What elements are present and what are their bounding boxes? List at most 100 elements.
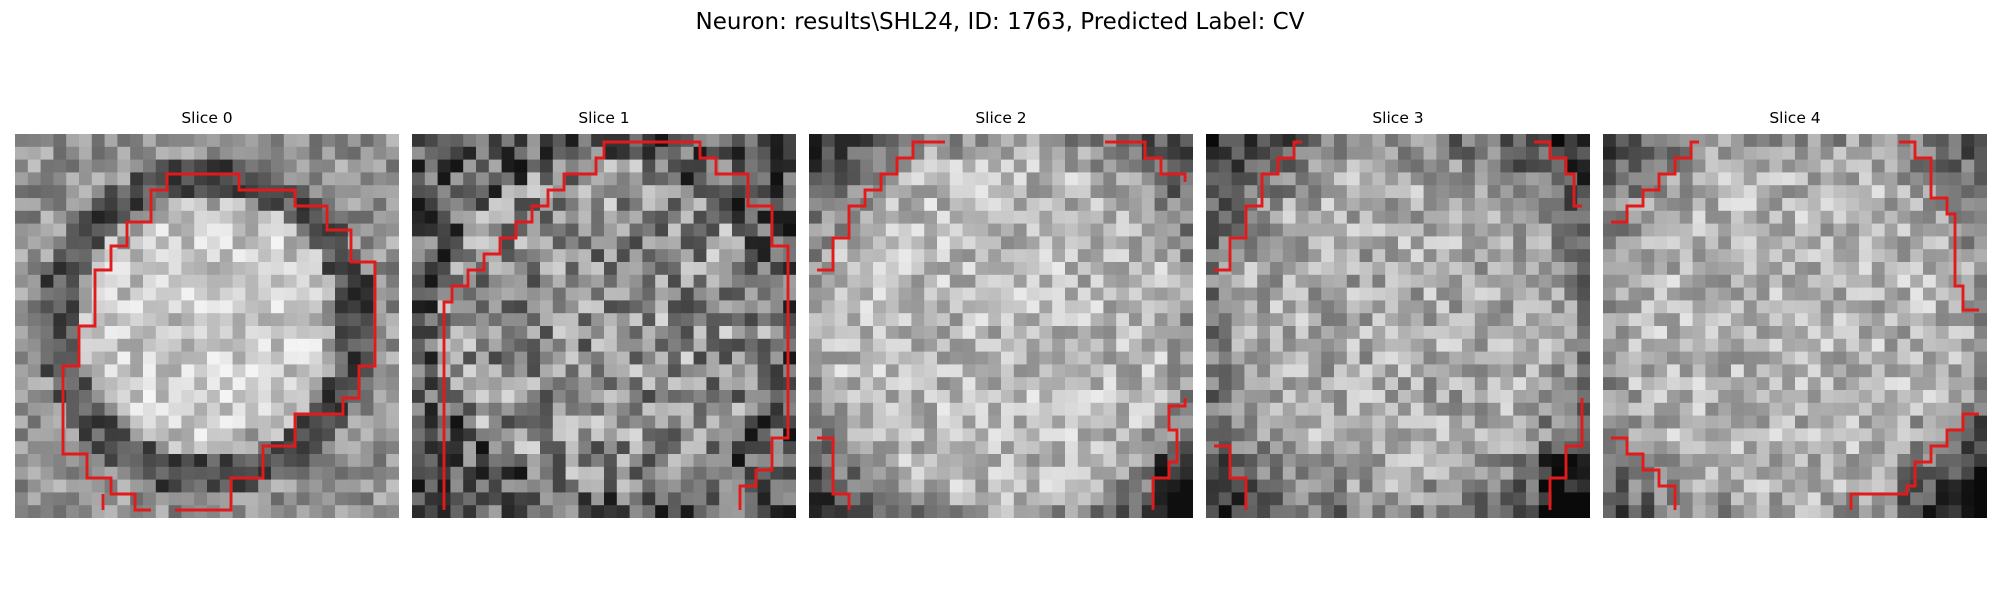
- pixel-cell: [1538, 223, 1552, 237]
- pixel-cell: [1321, 236, 1335, 250]
- pixel-cell: [540, 479, 554, 493]
- pixel-cell: [104, 326, 118, 340]
- pixel-cell: [1654, 402, 1668, 416]
- pixel-cell: [373, 428, 387, 442]
- pixel-cell: [1244, 300, 1258, 314]
- pixel-cell: [1257, 210, 1271, 224]
- pixel-cell: [1513, 441, 1527, 455]
- pixel-cell: [181, 402, 195, 416]
- pixel-cell: [1718, 274, 1732, 288]
- pixel-cell: [463, 428, 477, 442]
- pixel-cell: [1308, 313, 1322, 327]
- pixel-cell: [1052, 198, 1066, 212]
- pixel-cell: [194, 223, 208, 237]
- pixel-cell: [578, 274, 592, 288]
- pixel-cell: [1833, 223, 1847, 237]
- pixel-cell: [412, 236, 426, 250]
- pixel-cell: [1308, 146, 1322, 160]
- pixel-cell: [1551, 377, 1565, 391]
- pixel-cell: [937, 402, 951, 416]
- pixel-cell: [283, 479, 297, 493]
- pixel-cell: [642, 287, 656, 301]
- pixel-cell: [194, 338, 208, 352]
- pixel-cell: [668, 351, 682, 365]
- pixel-cell: [949, 390, 963, 404]
- pixel-cell: [1065, 364, 1079, 378]
- pixel-cell: [1897, 351, 1911, 365]
- pixel-cell: [219, 249, 233, 263]
- pixel-cell: [578, 364, 592, 378]
- pixel-cell: [1052, 326, 1066, 340]
- pixel-cell: [476, 377, 490, 391]
- pixel-cell: [1577, 300, 1590, 314]
- pixel-cell: [693, 441, 707, 455]
- pixel-cell: [1180, 223, 1193, 237]
- pixel-cell: [1077, 390, 1091, 404]
- pixel-cell: [911, 146, 925, 160]
- pixel-cell: [1807, 466, 1821, 480]
- pixel-cell: [1282, 351, 1296, 365]
- pixel-cell: [143, 441, 157, 455]
- pixel-cell: [1385, 159, 1399, 173]
- pixel-cell: [1667, 505, 1681, 518]
- pixel-cell: [834, 262, 848, 276]
- pixel-cell: [1654, 441, 1668, 455]
- pixel-cell: [1462, 185, 1476, 199]
- pixel-cell: [463, 402, 477, 416]
- pixel-cell: [155, 134, 169, 148]
- pixel-cell: [1129, 262, 1143, 276]
- pixel-cell: [744, 364, 758, 378]
- pixel-cell: [79, 274, 93, 288]
- pixel-cell: [1167, 313, 1181, 327]
- pixel-cell: [1218, 402, 1232, 416]
- pixel-cell: [104, 402, 118, 416]
- pixel-cell: [1487, 479, 1501, 493]
- pixel-cell: [271, 415, 285, 429]
- pixel-cell: [488, 428, 502, 442]
- pixel-cell: [373, 300, 387, 314]
- pixel-cell: [732, 210, 746, 224]
- pixel-cell: [1923, 390, 1937, 404]
- pixel-cell: [219, 415, 233, 429]
- pixel-cell: [1410, 492, 1424, 506]
- pixel-cell: [271, 326, 285, 340]
- pixel-cell: [1001, 172, 1015, 186]
- pixel-cell: [360, 236, 374, 250]
- pixel-cell: [53, 172, 67, 186]
- pixel-cell: [1385, 479, 1399, 493]
- pixel-cell: [1692, 338, 1706, 352]
- pixel-cell: [1628, 262, 1642, 276]
- pixel-cell: [1180, 210, 1193, 224]
- pixel-cell: [1577, 287, 1590, 301]
- pixel-cell: [53, 492, 67, 506]
- pixel-cell: [386, 326, 399, 340]
- pixel-cell: [1206, 364, 1220, 378]
- pixel-cell: [1474, 172, 1488, 186]
- pixel-cell: [1769, 210, 1783, 224]
- pixel-cell: [1167, 274, 1181, 288]
- pixel-cell: [527, 466, 541, 480]
- pixel-cell: [412, 300, 426, 314]
- pixel-cell: [949, 402, 963, 416]
- pixel-cell: [898, 262, 912, 276]
- pixel-cell: [53, 146, 67, 160]
- pixel-cell: [155, 338, 169, 352]
- pixel-cell: [988, 505, 1002, 518]
- pixel-cell: [1001, 300, 1015, 314]
- pixel-cell: [271, 492, 285, 506]
- pixel-cell: [924, 210, 938, 224]
- pixel-cell: [335, 351, 349, 365]
- pixel-cell: [1974, 210, 1987, 224]
- pixel-cell: [719, 441, 733, 455]
- pixel-cell: [1513, 454, 1527, 468]
- pixel-cell: [207, 300, 221, 314]
- pixel-cell: [194, 351, 208, 365]
- pixel-cell: [873, 428, 887, 442]
- pixel-cell: [962, 479, 976, 493]
- pixel-cell: [693, 159, 707, 173]
- pixel-cell: [309, 441, 323, 455]
- pixel-cell: [1295, 249, 1309, 263]
- pixel-cell: [1013, 390, 1027, 404]
- pixel-cell: [1679, 364, 1693, 378]
- pixel-cell: [1001, 262, 1015, 276]
